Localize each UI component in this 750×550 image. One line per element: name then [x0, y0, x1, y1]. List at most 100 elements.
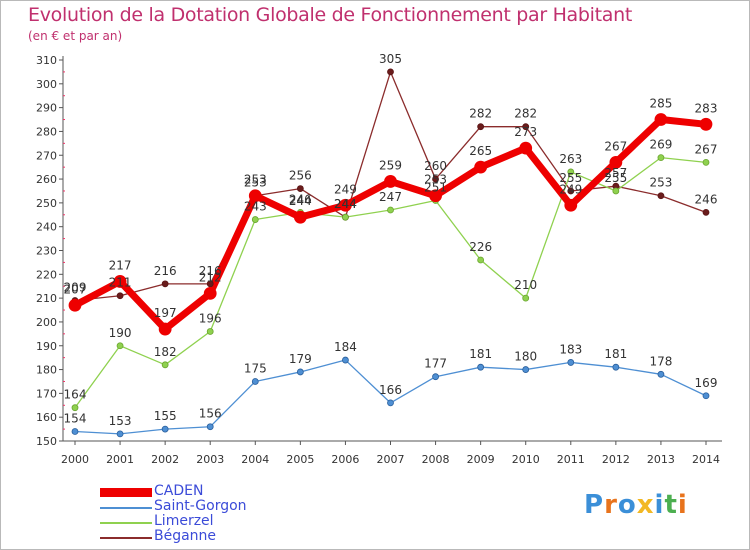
- data-label-saint-gorgon: 154: [64, 411, 87, 425]
- data-label-b-ganne: 282: [514, 107, 537, 121]
- legend-item-limerzel[interactable]: Limerzel: [100, 513, 300, 529]
- data-label-limerzel: 196: [199, 311, 222, 325]
- data-point-saint-gorgon: [477, 363, 485, 371]
- data-label-b-ganne: 255: [559, 171, 582, 185]
- data-label-saint-gorgon: 180: [514, 350, 537, 364]
- data-point-limerzel: [612, 187, 620, 195]
- data-label-saint-gorgon: 181: [469, 347, 492, 361]
- data-point-b-ganne: [432, 175, 439, 183]
- x-tick-label: 2011: [557, 453, 585, 466]
- logo-letter: x: [636, 490, 655, 520]
- data-label-caden: 283: [695, 101, 718, 115]
- data-label-b-ganne: 257: [604, 166, 627, 180]
- legend-item-beganne[interactable]: Béganne: [100, 528, 300, 544]
- proxiti-logo[interactable]: Proxiti: [584, 490, 688, 520]
- x-tick-label: 2005: [286, 453, 314, 466]
- data-label-limerzel: 247: [379, 190, 402, 204]
- data-label-caden: 249: [559, 182, 582, 196]
- y-tick-label: 190: [36, 340, 57, 353]
- data-point-b-ganne: [161, 280, 169, 288]
- data-label-saint-gorgon: 156: [199, 407, 222, 421]
- legend-label-caden: CADEN: [154, 483, 204, 499]
- legend-label-saint-gorgon: Saint-Gorgon: [154, 498, 247, 514]
- data-label-saint-gorgon: 153: [109, 414, 132, 428]
- legend-item-caden[interactable]: CADEN: [100, 483, 300, 499]
- data-point-caden: [474, 160, 488, 174]
- x-tick-label: 2000: [61, 453, 89, 466]
- data-point-caden: [293, 210, 307, 224]
- data-point-saint-gorgon: [342, 356, 349, 364]
- data-label-limerzel: 251: [424, 180, 447, 194]
- data-label-limerzel: 226: [469, 240, 492, 254]
- data-label-limerzel: 269: [649, 138, 672, 152]
- y-tick-label: 290: [36, 102, 57, 115]
- y-tick-label: 250: [36, 197, 57, 210]
- data-point-caden: [113, 275, 127, 288]
- data-point-limerzel: [477, 256, 485, 264]
- series-lines: [71, 71, 710, 435]
- data-point-caden: [564, 198, 578, 212]
- data-point-limerzel: [161, 361, 169, 369]
- data-point-caden: [654, 113, 668, 126]
- x-tick-label: 2009: [467, 453, 495, 466]
- data-point-limerzel: [567, 168, 575, 176]
- data-point-limerzel: [702, 158, 710, 166]
- x-tick-label: 2002: [151, 453, 179, 466]
- legend-swatch-limerzel: [100, 522, 152, 524]
- y-tick-label: 270: [36, 149, 57, 162]
- data-point-b-ganne: [702, 208, 710, 216]
- data-label-b-ganne: 246: [695, 192, 718, 206]
- x-tick-label: 2010: [512, 453, 540, 466]
- y-tick-label: 150: [36, 435, 57, 448]
- data-label-caden: 244: [289, 194, 312, 208]
- data-label-caden: 259: [379, 158, 402, 172]
- data-point-limerzel: [342, 213, 349, 221]
- x-tick-label: 2006: [331, 453, 359, 466]
- data-label-caden: 273: [514, 125, 537, 139]
- chart-title: Evolution de la Dotation Globale de Fonc…: [28, 4, 633, 26]
- data-point-saint-gorgon: [251, 378, 259, 385]
- data-label-saint-gorgon: 177: [424, 357, 447, 371]
- data-point-saint-gorgon: [702, 392, 710, 400]
- y-tick-label: 170: [36, 387, 57, 400]
- x-tick-label: 2013: [647, 453, 675, 466]
- legend-label-beganne: Béganne: [154, 528, 217, 544]
- data-label-saint-gorgon: 178: [649, 354, 672, 368]
- data-label-b-ganne: 256: [289, 169, 312, 183]
- x-tick-label: 2007: [377, 453, 405, 466]
- data-label-limerzel: 164: [64, 388, 87, 402]
- data-label-limerzel: 244: [334, 197, 357, 211]
- data-label-saint-gorgon: 169: [695, 376, 718, 390]
- data-point-caden: [203, 286, 217, 300]
- data-point-saint-gorgon: [206, 423, 214, 431]
- data-point-b-ganne: [116, 292, 124, 300]
- data-point-limerzel: [251, 216, 259, 223]
- data-point-caden: [339, 198, 352, 212]
- legend-swatch-caden: [100, 488, 152, 497]
- data-label-b-ganne: 305: [379, 52, 402, 66]
- logo-letter: i: [677, 490, 688, 520]
- logo-letter: i: [654, 490, 665, 520]
- data-point-saint-gorgon: [116, 430, 124, 438]
- logo-letter: o: [617, 490, 637, 520]
- data-label-saint-gorgon: 175: [244, 361, 267, 375]
- data-label-limerzel: 267: [695, 142, 718, 156]
- x-tick-label: 2014: [692, 453, 720, 466]
- data-label-saint-gorgon: 181: [604, 347, 627, 361]
- y-tick-label: 310: [36, 54, 57, 67]
- y-tick-label: 280: [36, 125, 57, 138]
- x-tick-label: 2001: [106, 453, 134, 466]
- data-point-b-ganne: [522, 123, 530, 131]
- data-label-limerzel: 182: [154, 345, 177, 359]
- data-point-limerzel: [657, 154, 665, 162]
- y-tick-label: 220: [36, 268, 57, 281]
- data-point-saint-gorgon: [161, 425, 169, 433]
- legend-item-saint-gorgon[interactable]: Saint-Gorgon: [100, 498, 300, 514]
- data-point-limerzel: [387, 206, 394, 214]
- legend-swatch-saint-gorgon: [100, 507, 152, 509]
- data-point-limerzel: [206, 328, 214, 335]
- y-tick-label: 260: [36, 173, 57, 186]
- data-label-b-ganne: 253: [649, 176, 672, 190]
- series-points: [68, 68, 713, 438]
